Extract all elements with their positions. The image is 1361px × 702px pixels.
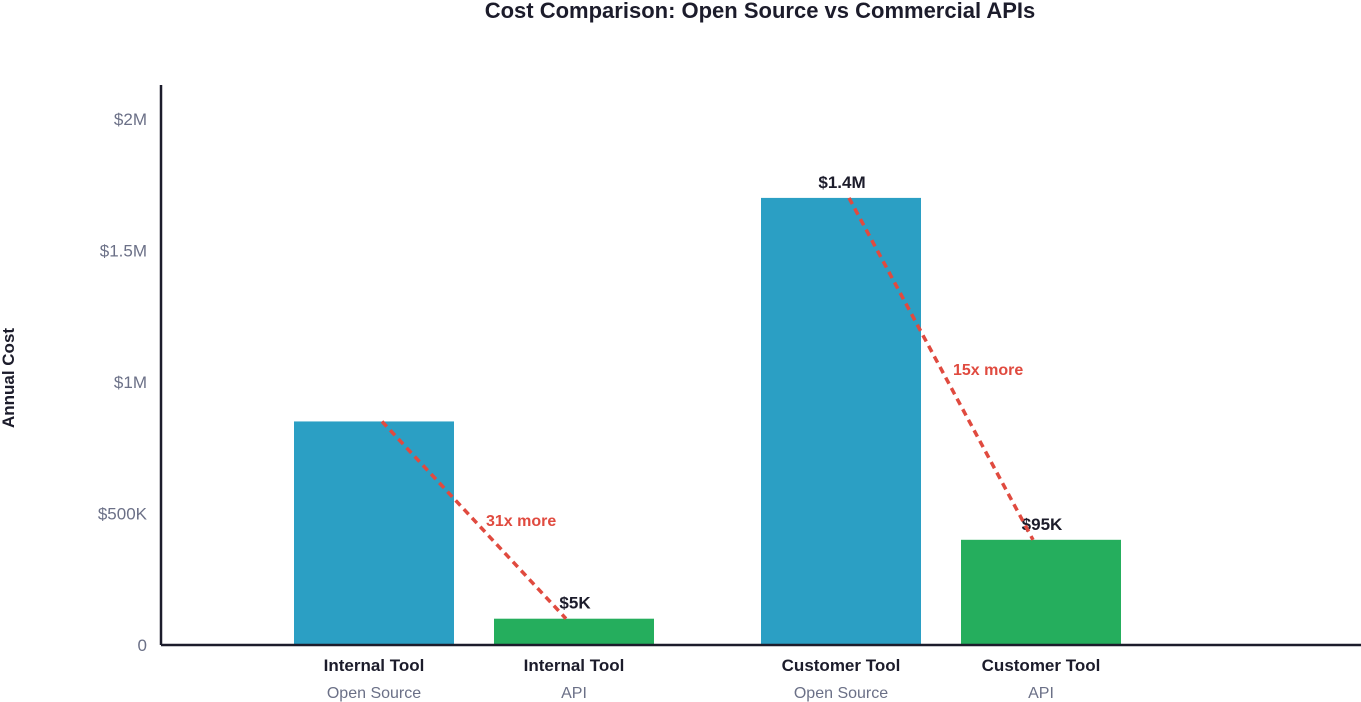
x-tick-sublabel: Open Source bbox=[794, 685, 888, 702]
ratio-connector-line bbox=[380, 420, 568, 620]
ratio-connector-line bbox=[847, 197, 1035, 541]
y-tick-label: $2M bbox=[114, 110, 147, 129]
chart-title: Cost Comparison: Open Source vs Commerci… bbox=[485, 0, 1036, 23]
y-tick-label: 0 bbox=[138, 636, 147, 655]
x-tick-label: Internal Tool bbox=[524, 656, 625, 675]
bar bbox=[961, 539, 1121, 645]
x-tick-sublabel: API bbox=[1028, 685, 1054, 702]
bar bbox=[494, 618, 654, 645]
y-tick-label: $1M bbox=[114, 373, 147, 392]
y-axis-label: Annual Cost bbox=[0, 328, 18, 428]
ratio-annotation-label: 31x more bbox=[486, 513, 556, 530]
x-tick-label: Customer Tool bbox=[782, 656, 901, 675]
bar-value-label: $1.4M bbox=[818, 173, 865, 192]
bar bbox=[294, 421, 454, 645]
y-tick-label: $500K bbox=[98, 505, 148, 524]
bar-value-label: $95K bbox=[1022, 515, 1063, 534]
bar bbox=[761, 197, 921, 645]
bar-value-label: $5K bbox=[559, 594, 591, 613]
ratio-annotation-label: 15x more bbox=[953, 362, 1023, 379]
x-tick-sublabel: Open Source bbox=[327, 685, 421, 702]
y-tick-label: $1.5M bbox=[100, 242, 147, 261]
x-tick-sublabel: API bbox=[561, 685, 587, 702]
x-tick-label: Customer Tool bbox=[982, 656, 1101, 675]
chart-marks: 0 $500K $1M $1.5M $2M $5K $1.4M $95K Internal To… bbox=[98, 110, 1121, 702]
x-tick-label: Internal Tool bbox=[324, 656, 425, 675]
